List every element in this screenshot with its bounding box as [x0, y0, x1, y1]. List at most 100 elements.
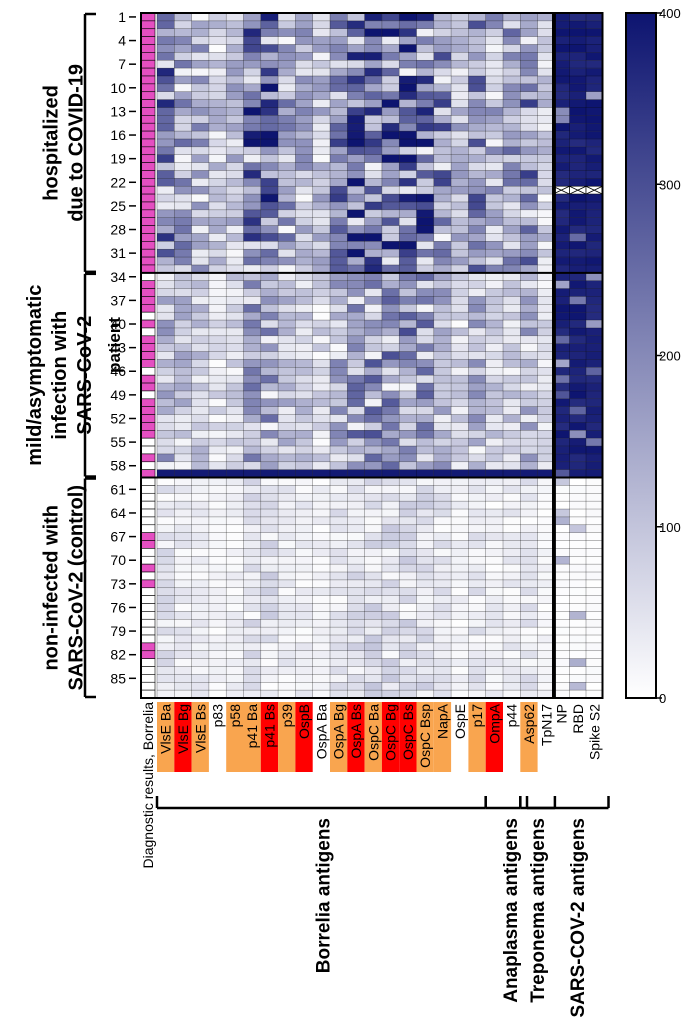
- heatmap-cell: [330, 280, 348, 289]
- sars-heatmap-cell: [586, 264, 603, 273]
- group-label: infection with: [49, 311, 71, 440]
- sars-heatmap-cell: [569, 233, 586, 242]
- sars-heatmap-cell: [553, 619, 570, 628]
- heatmap-cell: [364, 194, 382, 202]
- heatmap-cell: [260, 60, 279, 69]
- heatmap-cell: [208, 241, 227, 250]
- diagnostic-cell: [140, 595, 156, 604]
- heatmap-cell: [330, 138, 348, 147]
- heatmap-cell: [191, 249, 209, 258]
- heatmap-cell: [485, 272, 503, 281]
- heatmap-cell: [468, 249, 486, 258]
- heatmap-cell: [468, 296, 486, 305]
- heatmap-cell: [485, 690, 503, 698]
- heatmap-cell: [157, 194, 175, 202]
- sars-heatmap-cell: [553, 343, 570, 352]
- heatmap-cell: [243, 225, 261, 234]
- heatmap-cell: [330, 249, 348, 258]
- antigen-highlight: [226, 702, 244, 772]
- heatmap-cell: [451, 603, 469, 612]
- heatmap-cell: [537, 178, 555, 187]
- heatmap-cell: [520, 658, 538, 667]
- row-tick-label: 31: [110, 245, 126, 261]
- heatmap-cell: [416, 501, 434, 510]
- heatmap-cell: [416, 666, 434, 675]
- sars-heatmap-cell: [553, 201, 570, 210]
- heatmap-cell: [399, 209, 417, 218]
- heatmap-cell: [468, 603, 486, 612]
- sars-heatmap-cell: [553, 52, 570, 61]
- heatmap-cell: [503, 461, 521, 470]
- antigen-highlight: [468, 702, 486, 772]
- heatmap-cell: [537, 264, 555, 273]
- heatmap-cell: [416, 304, 434, 313]
- heatmap-cell: [174, 296, 192, 305]
- sars-heatmap-cell: [553, 406, 570, 415]
- heatmap-cell: [537, 446, 555, 454]
- heatmap-cell: [330, 52, 348, 61]
- heatmap-cell: [503, 595, 521, 604]
- heatmap-cell: [433, 532, 452, 541]
- heatmap-cell: [174, 272, 192, 281]
- heatmap-cell: [312, 414, 330, 423]
- heatmap-cell: [278, 225, 296, 234]
- heatmap-cell: [157, 642, 175, 651]
- heatmap-cell: [503, 201, 521, 210]
- heatmap-cell: [468, 414, 486, 423]
- heatmap-cell: [537, 44, 555, 53]
- sars-heatmap-cell: [553, 595, 570, 604]
- heatmap-cell: [399, 398, 417, 407]
- heatmap-cell: [174, 186, 192, 195]
- row-tick-label: 85: [110, 670, 126, 686]
- antigen-highlight: [260, 702, 279, 772]
- heatmap-cell: [468, 509, 486, 517]
- heatmap-cell: [208, 469, 227, 478]
- heatmap-cell: [330, 438, 348, 447]
- sars-heatmap-cell: [586, 209, 603, 218]
- heatmap-cell: [347, 264, 365, 273]
- heatmap-cell: [278, 272, 296, 281]
- sars-heatmap-cell: [586, 422, 603, 431]
- heatmap-cell: [520, 28, 538, 37]
- heatmap-cell: [226, 225, 244, 234]
- heatmap-cell: [468, 272, 486, 281]
- heatmap-cell: [416, 532, 434, 541]
- heatmap-cell: [364, 99, 382, 108]
- row-tick-label: 70: [110, 552, 126, 568]
- heatmap-cell: [347, 131, 365, 139]
- heatmap-cell: [312, 477, 330, 486]
- antigen-highlight: [157, 702, 175, 772]
- heatmap-cell: [520, 556, 538, 565]
- heatmap-cell: [278, 146, 296, 155]
- heatmap-cell: [416, 422, 434, 431]
- missing-cross: [569, 185, 587, 195]
- heatmap-cell: [243, 60, 261, 69]
- heatmap-cell: [157, 60, 175, 69]
- heatmap-cell: [278, 257, 296, 265]
- heatmap-cell: [226, 13, 244, 21]
- heatmap-cell: [485, 383, 503, 391]
- heatmap-cell: [503, 20, 521, 29]
- heatmap-cell: [260, 83, 279, 92]
- sars-heatmap-cell: [586, 138, 603, 147]
- heatmap-cell: [278, 383, 296, 391]
- sars-heatmap-cell: [553, 446, 570, 454]
- heatmap-cell: [399, 83, 417, 92]
- heatmap-cell: [260, 501, 279, 510]
- heatmap-cell: [468, 650, 486, 659]
- heatmap-cell: [260, 91, 279, 100]
- sars-heatmap-cell: [569, 170, 586, 179]
- heatmap-cell: [381, 52, 400, 61]
- heatmap-cell: [260, 288, 279, 297]
- heatmap-cell: [416, 477, 434, 486]
- heatmap-cell: [260, 540, 279, 549]
- sars-heatmap-cell: [569, 595, 586, 604]
- heatmap-cell: [243, 556, 261, 565]
- heatmap-cell: [243, 666, 261, 675]
- heatmap-cell: [243, 138, 261, 147]
- heatmap-cell: [226, 335, 244, 344]
- heatmap-cell: [295, 225, 313, 234]
- sars-heatmap-cell: [569, 682, 586, 691]
- heatmap-cell: [399, 461, 417, 470]
- heatmap-cell: [381, 430, 400, 439]
